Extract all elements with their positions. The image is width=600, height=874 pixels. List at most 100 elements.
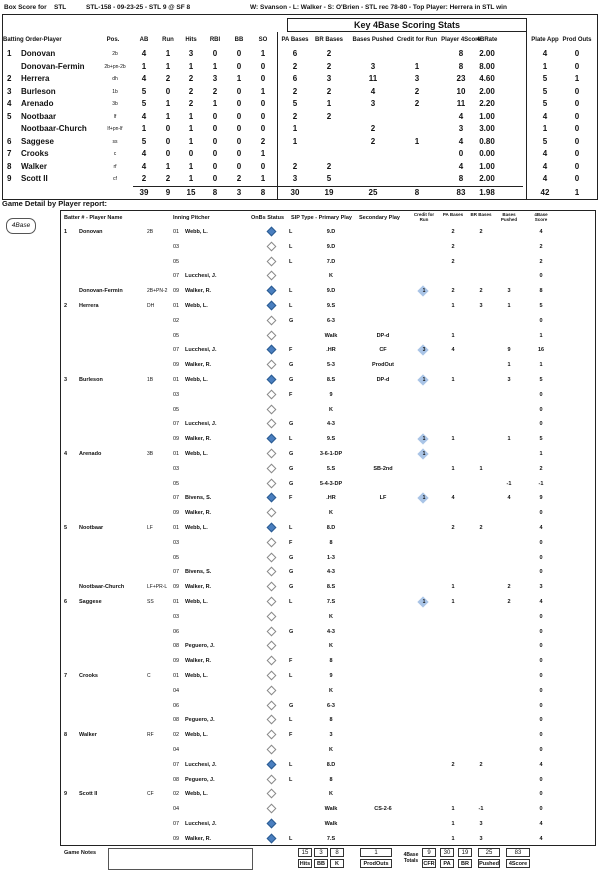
play-row: Nootbaar-Church LF+PR-L 09 Walker, R. G 8.S 1 2…	[61, 580, 597, 595]
hit-type: L	[289, 303, 293, 309]
credit-for-run: 1	[422, 599, 426, 605]
stat-pa: 2	[292, 161, 298, 171]
inning: 05	[173, 480, 180, 487]
stat-so: 1	[260, 49, 266, 58]
total-score: 83	[456, 188, 466, 197]
player-name: Burleson	[21, 86, 56, 96]
pitcher: Peguero, J.	[185, 717, 215, 724]
box-row: 7 Crooks c 4 0 0 0 0 1 0 0.00 4 0	[3, 148, 599, 160]
inning: 09	[173, 288, 180, 295]
stat-run: 0	[165, 136, 171, 146]
stat-ab: 5	[141, 136, 147, 146]
pitcher: Webb, L.	[185, 303, 208, 309]
stat-app: 4	[542, 111, 548, 121]
pitcher: Webb, L.	[185, 599, 208, 605]
total-br: 19	[324, 188, 334, 197]
primary-play: K	[329, 791, 333, 798]
stat-ab: 5	[141, 99, 147, 108]
stat-app: 4	[542, 49, 548, 58]
stat-ab: 4	[141, 49, 147, 58]
pitcher: Lucchesi, J.	[185, 821, 217, 827]
batting-order-number: 5	[7, 111, 12, 121]
inning: 01	[173, 229, 180, 235]
pitcher: Webb, L.	[185, 377, 208, 383]
stat-run: 1	[165, 161, 171, 171]
4base-score: 4	[539, 835, 543, 842]
secondary-play: CF	[379, 347, 387, 354]
pitcher: Bivens, S.	[185, 569, 212, 576]
stat-cfr: 2	[414, 86, 420, 96]
batter-name: Crooks	[79, 673, 98, 679]
totals-divider	[133, 186, 523, 187]
batter-position: 1B	[147, 377, 154, 383]
onbase-diamond-icon	[266, 596, 277, 607]
player-position: dh	[112, 76, 118, 82]
credit-for-run: 1	[422, 495, 426, 502]
hit-type: G	[289, 569, 294, 576]
total-rate: 1.98	[479, 188, 495, 197]
total-so: 8	[260, 188, 266, 197]
batting-order-number: 8	[7, 161, 12, 171]
batter-name: Donovan	[79, 229, 103, 235]
stat-run: 0	[165, 124, 171, 133]
4base-score: 4	[539, 821, 543, 827]
stat-score: 8	[458, 61, 464, 71]
play-row: 5 Nootbaar LF 01 Webb, L. L 8.D 2 2 4	[61, 521, 597, 536]
pa-bases: 1	[451, 436, 455, 443]
4base-score: 4	[539, 599, 543, 605]
player-position: cf	[113, 176, 117, 182]
stat-so: 1	[260, 149, 266, 158]
hit-type: L	[289, 717, 293, 724]
footer-score-value: 83	[506, 848, 530, 857]
player-position: ss	[112, 138, 118, 145]
hit-type: F	[289, 347, 293, 354]
batting-order-number: 4	[7, 99, 12, 108]
play-row: 03 F 8 0	[61, 536, 597, 551]
pitcher: Webb, L.	[185, 525, 208, 531]
player-name: Crooks	[21, 149, 49, 158]
batter-name: Nootbaar-Church	[79, 584, 125, 591]
box-row: Nootbaar-Church lf+pn-lf 1 0 1 0 0 0 1 2 3 3.00 1 0	[3, 123, 599, 135]
play-row: 09 Walker, R. K 0	[61, 506, 597, 521]
inning: 07	[173, 347, 180, 354]
stat-pa: 6	[292, 49, 298, 58]
game-notes-field[interactable]	[108, 848, 253, 870]
batter-position: 2B+PN-2	[147, 288, 168, 295]
player-name: Saggese	[21, 136, 54, 146]
onbase-diamond-icon	[266, 552, 277, 563]
stat-prod: 0	[574, 49, 580, 58]
pa-bases: 1	[451, 303, 455, 309]
player-name: Donovan-Fermin	[21, 61, 85, 71]
onbase-diamond-icon	[266, 818, 277, 829]
batter-position: SS	[147, 599, 154, 605]
stat-hits: 2	[188, 86, 194, 96]
stat-run: 1	[165, 99, 171, 108]
stat-br: 1	[326, 99, 332, 108]
play-row: 09 Walker, R. L 9.S 1 1 1 5	[61, 432, 597, 447]
play-row: 04 Walk CS-2-6 1 -1 0	[61, 802, 597, 817]
rate-header: 4BRate	[476, 37, 498, 43]
onbs-header: OnBs Status	[251, 215, 285, 221]
stat-prod: 0	[574, 161, 580, 171]
play-row: 05 G 5-4-3-DP -1 -1	[61, 477, 597, 492]
batter-header: Batter # - Player Name	[64, 215, 123, 221]
footer-br-value: 19	[458, 848, 472, 857]
inning: 01	[173, 451, 180, 457]
score-detail-header: 4Base Score	[534, 212, 548, 222]
hit-type: G	[289, 584, 294, 591]
total-hits: 15	[186, 188, 196, 197]
box-row: 4 Arenado 3b 5 1 2 1 0 0 5 1 3 2 11 2.20 5 0	[3, 98, 599, 110]
primary-play: 3	[329, 732, 333, 739]
stat-br: 2	[326, 61, 332, 71]
4base-score: 4	[539, 229, 543, 235]
batting-order-number: 7	[7, 149, 12, 158]
play-row: 2 Herrera DH 01 Webb, L. L 9.S 1 3 1 5	[61, 299, 597, 314]
hit-type: F	[289, 495, 293, 502]
onbase-diamond-icon	[266, 788, 277, 799]
primary-play: K	[329, 510, 333, 517]
pa-bases: 1	[451, 599, 455, 605]
pitcher: Webb, L.	[185, 732, 208, 739]
hit-type: L	[289, 258, 293, 265]
hit-type: F	[289, 391, 293, 398]
batter-position: LF	[147, 525, 153, 531]
